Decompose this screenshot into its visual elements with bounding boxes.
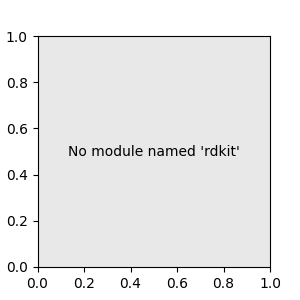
Text: No module named 'rdkit': No module named 'rdkit' bbox=[68, 145, 240, 158]
